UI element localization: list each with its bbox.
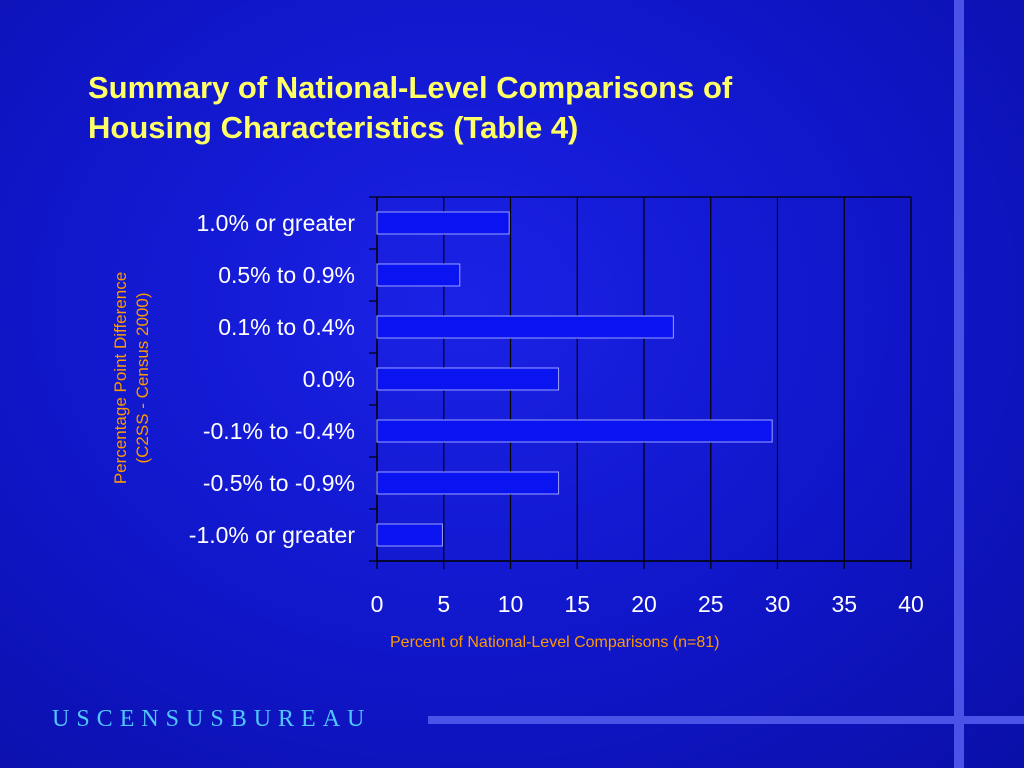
- y-tick-label: 0.1% to 0.4%: [218, 314, 355, 340]
- bar: [376, 367, 560, 391]
- census-bureau-logo: USCENSUSBUREAU: [52, 706, 372, 732]
- y-axis-label-line-2: (C2SS - Census 2000): [133, 292, 152, 464]
- x-tick-label: 25: [698, 591, 724, 617]
- x-axis-label: Percent of National-Level Comparisons (n…: [390, 634, 720, 651]
- x-tick-label: 0: [371, 591, 384, 617]
- y-tick-label: -0.1% to -0.4%: [203, 418, 355, 444]
- title-line-2: Housing Characteristics (Table 4): [88, 110, 579, 145]
- decorative-horizontal-line: [428, 716, 1024, 724]
- x-tick-label: 40: [898, 591, 924, 617]
- y-tick-label: 0.5% to 0.9%: [218, 262, 355, 288]
- bar: [376, 471, 560, 495]
- y-axis-label: Percentage Point Difference (C2SS - Cens…: [110, 272, 154, 484]
- y-tick-label: -1.0% or greater: [189, 522, 356, 548]
- bar: [376, 263, 461, 287]
- decorative-vertical-line: [954, 0, 964, 768]
- bar: [376, 315, 674, 339]
- y-tick-label: 0.0%: [303, 366, 355, 392]
- x-tick-label: 10: [498, 591, 524, 617]
- y-tick-label: 1.0% or greater: [196, 210, 355, 236]
- x-tick-label: 30: [765, 591, 791, 617]
- slide-title: Summary of National-Level Comparisons of…: [88, 68, 908, 148]
- x-tick-label: 20: [631, 591, 657, 617]
- bar: [376, 419, 773, 443]
- bar: [376, 211, 510, 235]
- y-axis-label-line-1: Percentage Point Difference: [111, 271, 130, 485]
- x-tick-label: 5: [437, 591, 450, 617]
- x-tick-label: 35: [831, 591, 857, 617]
- title-line-1: Summary of National-Level Comparisons of: [88, 70, 733, 105]
- x-tick-label: 15: [564, 591, 590, 617]
- y-tick-label: -0.5% to -0.9%: [203, 470, 355, 496]
- bar: [376, 523, 443, 547]
